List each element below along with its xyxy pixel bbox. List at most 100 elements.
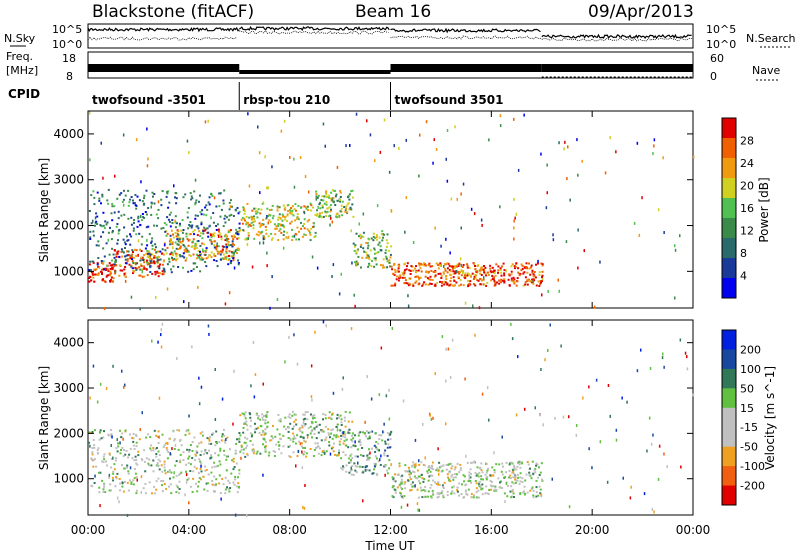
range-cell bbox=[101, 193, 104, 196]
range-cell bbox=[432, 468, 435, 471]
range-cell bbox=[443, 283, 446, 286]
range-cell bbox=[438, 461, 441, 464]
range-cell bbox=[560, 344, 562, 348]
range-cell bbox=[663, 231, 665, 234]
nave-bottom-tick: 0 bbox=[710, 70, 717, 83]
range-cell bbox=[343, 206, 346, 208]
range-cell bbox=[420, 474, 423, 476]
range-cell bbox=[328, 215, 331, 218]
range-cell bbox=[199, 250, 201, 253]
range-cell bbox=[516, 277, 519, 280]
range-cell bbox=[380, 249, 383, 252]
range-cell bbox=[279, 223, 282, 227]
range-cell bbox=[528, 262, 530, 265]
range-cell bbox=[328, 444, 331, 447]
range-cell bbox=[499, 205, 501, 209]
range-cell bbox=[262, 218, 265, 221]
range-cell bbox=[200, 213, 203, 216]
range-cell bbox=[404, 269, 406, 272]
range-cell bbox=[250, 384, 252, 388]
range-cell bbox=[437, 267, 440, 270]
range-cell bbox=[193, 247, 196, 250]
range-cell bbox=[393, 488, 396, 491]
range-cell bbox=[535, 479, 538, 482]
range-cell bbox=[169, 253, 172, 256]
range-cell bbox=[142, 265, 145, 268]
range-cell bbox=[342, 465, 344, 468]
range-cell bbox=[431, 489, 434, 492]
range-cell bbox=[351, 189, 354, 192]
range-cell bbox=[109, 264, 112, 267]
range-cell bbox=[345, 444, 348, 447]
range-cell bbox=[397, 267, 400, 270]
range-cell bbox=[509, 490, 512, 493]
range-cell bbox=[478, 269, 481, 272]
range-cell bbox=[528, 471, 531, 474]
range-cell bbox=[247, 232, 250, 234]
range-cell bbox=[304, 417, 306, 420]
range-cell bbox=[340, 204, 343, 207]
range-cell bbox=[120, 248, 123, 251]
noise-traces bbox=[87, 25, 694, 42]
range-cell bbox=[107, 270, 110, 273]
range-cell bbox=[199, 454, 202, 456]
range-cell bbox=[469, 480, 472, 482]
range-cell bbox=[151, 253, 154, 256]
range-cell bbox=[279, 228, 282, 231]
range-cell bbox=[434, 274, 437, 277]
range-cell bbox=[293, 185, 296, 189]
range-cell bbox=[510, 496, 513, 499]
range-cell bbox=[414, 484, 416, 488]
colorbar-swatch bbox=[722, 485, 736, 506]
range-cell bbox=[400, 505, 403, 509]
range-cell bbox=[456, 486, 459, 489]
range-cell bbox=[146, 256, 149, 258]
range-cell bbox=[336, 417, 338, 420]
range-cell bbox=[153, 224, 156, 227]
range-cell bbox=[322, 450, 325, 453]
y-tick-label: 4000 bbox=[53, 127, 84, 141]
range-cell bbox=[317, 206, 319, 209]
range-cell bbox=[271, 437, 274, 440]
range-cell bbox=[325, 324, 327, 328]
range-cell bbox=[300, 221, 302, 224]
range-cell bbox=[471, 461, 474, 464]
range-cell bbox=[445, 422, 447, 426]
range-cell bbox=[150, 258, 153, 261]
range-cell bbox=[118, 500, 120, 504]
range-cell bbox=[475, 491, 478, 494]
range-cell bbox=[130, 216, 133, 219]
range-cell bbox=[139, 263, 142, 266]
range-cell bbox=[89, 269, 92, 272]
range-cell bbox=[133, 219, 135, 221]
range-cell bbox=[369, 431, 372, 433]
range-cell bbox=[499, 124, 502, 128]
range-cell bbox=[466, 274, 469, 277]
range-cell bbox=[521, 264, 524, 267]
range-cell bbox=[124, 279, 127, 283]
range-cell bbox=[175, 202, 178, 205]
range-cell bbox=[94, 216, 97, 220]
range-cell bbox=[183, 256, 186, 259]
range-cell bbox=[145, 252, 148, 255]
range-cell bbox=[401, 487, 403, 490]
range-cell bbox=[176, 486, 179, 489]
range-cell bbox=[148, 464, 151, 467]
range-cell bbox=[389, 256, 392, 259]
range-cell bbox=[127, 204, 130, 207]
range-cell bbox=[188, 449, 191, 451]
range-cell bbox=[296, 226, 299, 229]
range-cell bbox=[164, 249, 167, 252]
range-cell bbox=[150, 240, 153, 243]
range-cell bbox=[325, 193, 328, 196]
range-cell bbox=[143, 261, 146, 264]
range-cell bbox=[413, 466, 416, 469]
range-cell bbox=[440, 284, 443, 287]
range-cell bbox=[317, 194, 320, 197]
range-cell bbox=[329, 223, 331, 227]
range-cell bbox=[313, 236, 316, 239]
range-cell bbox=[304, 175, 307, 178]
colorbar-frame bbox=[721, 117, 737, 299]
range-cell bbox=[317, 452, 320, 455]
range-cell bbox=[418, 464, 421, 466]
